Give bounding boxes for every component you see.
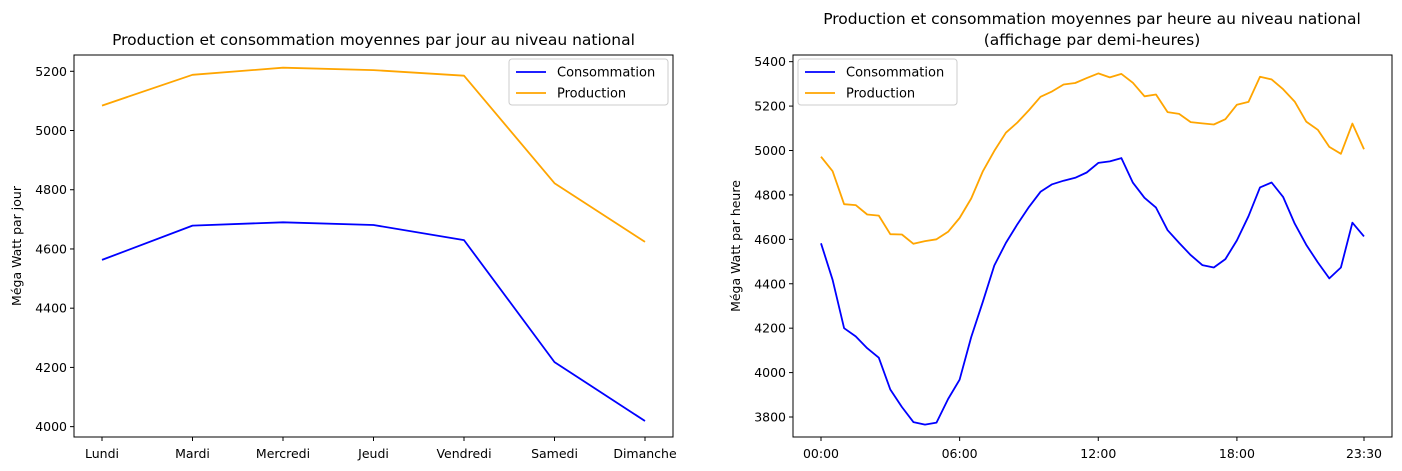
chart-daily-legend: Consommation Production xyxy=(508,58,669,106)
legend-label-production: Production xyxy=(557,87,626,102)
chart-daily-frame xyxy=(73,54,674,438)
chart-daily: Production et consommation moyennes par … xyxy=(9,31,677,461)
chart-hourly-legend-box xyxy=(797,58,958,106)
series-line-consommation xyxy=(820,157,1365,426)
y-tick-label: 4400 xyxy=(35,301,67,316)
chart-hourly-title: Production et consommation moyennes par … xyxy=(823,10,1361,28)
legend-label-consommation: Consommation xyxy=(846,66,944,81)
chart-daily-ylabel: Méga Watt par jour xyxy=(9,185,24,306)
chart-daily-title: Production et consommation moyennes par … xyxy=(112,31,635,49)
legend-label-consommation: Consommation xyxy=(557,66,655,81)
y-tick-label: 5000 xyxy=(754,143,786,158)
x-tick-label: 00:00 xyxy=(803,446,839,461)
x-tick-label: 06:00 xyxy=(942,446,978,461)
x-tick-label: Samedi xyxy=(531,446,578,461)
series-line-consommation xyxy=(101,221,646,422)
chart-daily-legend-box xyxy=(508,58,669,106)
y-tick-label: 4200 xyxy=(754,321,786,336)
y-tick-label: 4800 xyxy=(35,182,67,197)
y-tick-label: 5400 xyxy=(754,54,786,69)
y-tick-label: 5200 xyxy=(35,64,67,79)
x-tick-label: Mercredi xyxy=(256,446,310,461)
chart-daily-plot-lines xyxy=(101,66,646,422)
chart-hourly-frame xyxy=(792,54,1393,438)
y-tick-label: 5000 xyxy=(35,123,67,138)
x-tick-label: 23:30 xyxy=(1346,446,1382,461)
chart-hourly-legend: Consommation Production xyxy=(797,58,958,106)
y-tick-label: 4400 xyxy=(754,276,786,291)
chart-hourly-ticks: 3800 4000 4200 4400 4600 4800 5000 5200 5400 00:0… xyxy=(754,54,1382,461)
x-tick-label: 18:00 xyxy=(1219,446,1255,461)
x-tick-label: Lundi xyxy=(85,446,119,461)
legend-label-production: Production xyxy=(846,87,915,102)
chart-hourly: Production et consommation moyennes par … xyxy=(728,10,1393,461)
chart-daily-ticks: 4000 4200 4400 4600 4800 5000 5200 Lundi Mardi Me… xyxy=(35,64,677,461)
y-tick-label: 5200 xyxy=(754,99,786,114)
y-tick-label: 4600 xyxy=(35,241,67,256)
chart-hourly-subtitle: (affichage par demi-heures) xyxy=(984,31,1201,49)
series-line-production xyxy=(101,66,646,243)
x-tick-label: Vendredi xyxy=(436,446,491,461)
x-tick-label: Mardi xyxy=(175,446,210,461)
x-tick-label: 12:00 xyxy=(1080,446,1116,461)
y-tick-label: 4000 xyxy=(754,365,786,380)
y-tick-label: 4200 xyxy=(35,360,67,375)
series-line-production xyxy=(820,72,1365,245)
chart-hourly-plot-lines xyxy=(820,72,1365,426)
y-tick-label: 4000 xyxy=(35,419,67,434)
x-tick-label: Dimanche xyxy=(613,446,677,461)
y-tick-label: 3800 xyxy=(754,410,786,425)
y-tick-label: 4800 xyxy=(754,187,786,202)
chart-hourly-ylabel: Méga Watt par heure xyxy=(728,180,743,312)
x-tick-label: Jeudi xyxy=(357,446,389,461)
y-tick-label: 4600 xyxy=(754,232,786,247)
